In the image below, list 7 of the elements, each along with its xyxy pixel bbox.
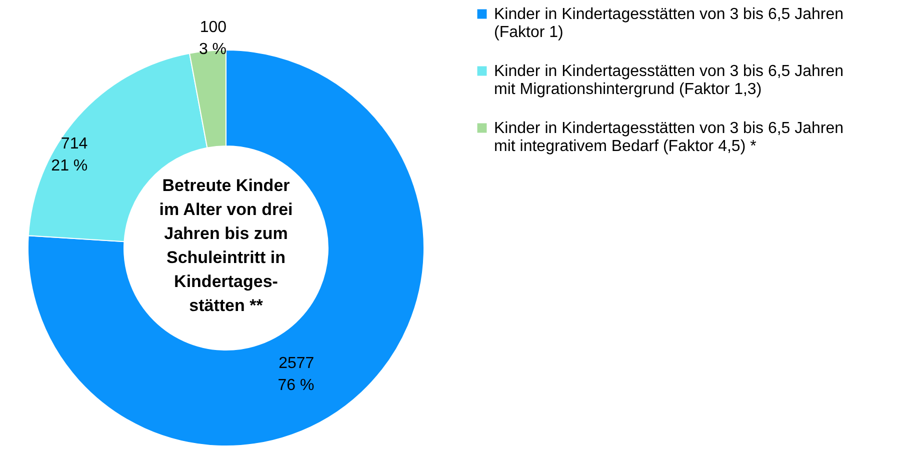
text: Betreute Kinder im Alter von drei Jahren bis zum Schuleintritt in Kindertages- stätten ** xyxy=(159,176,293,315)
data-label: 2577 76 % xyxy=(278,355,314,394)
legend-label: Kinder in Kindertagesstätten von 3 bis 6,5 Jahren mit Migrationshintergrund (Faktor 1,3) xyxy=(494,63,844,98)
legend-label: Kinder in Kindertagesstätten von 3 bis 6,5 Jahren mit integrativem Bedarf (Faktor 4,5) * xyxy=(494,120,844,155)
data-label: 100 3 % xyxy=(198,18,227,58)
data-label: 714 21 % xyxy=(51,135,88,174)
legend-label: Kinder in Kindertagesstätten von 3 bis 6,5 Jahren (Faktor 1) xyxy=(494,6,844,41)
